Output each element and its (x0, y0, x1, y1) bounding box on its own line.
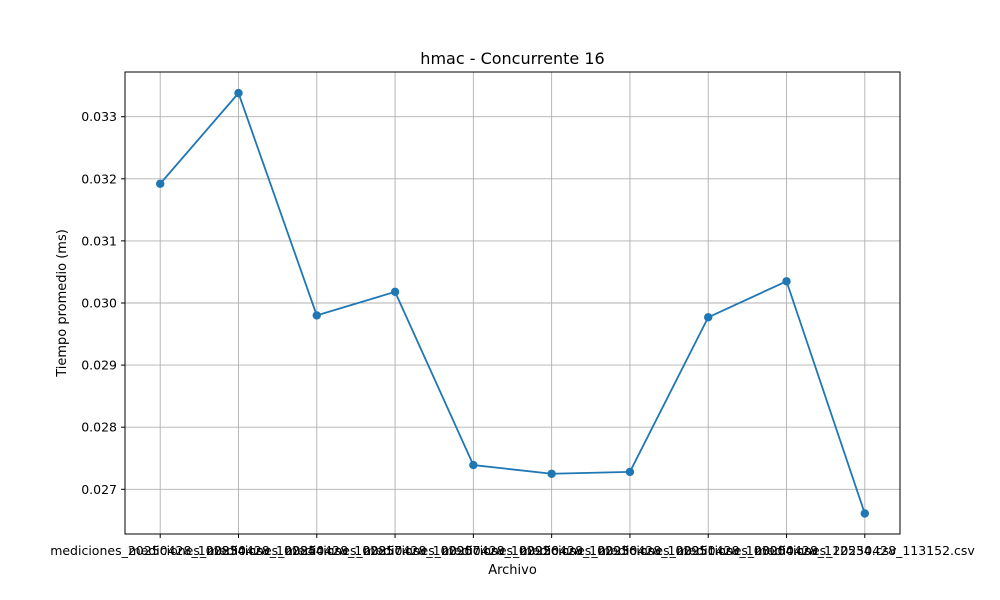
x-tick-label: mediciones_20250428_102857.csv (207, 543, 428, 558)
data-point (782, 277, 791, 286)
x-tick-label: mediciones_20250428_102834.csv (50, 543, 271, 558)
data-point (234, 88, 243, 98)
data-point (860, 509, 869, 518)
y-tick-label: 0.028 (81, 420, 117, 435)
x-tick-label: mediciones_20250428_113152.csv (755, 543, 976, 558)
x-tick-label: mediciones_20250428_102951.csv (520, 543, 741, 558)
data-point (156, 179, 165, 188)
x-tick-label: mediciones_20250428_102926.csv (363, 543, 584, 558)
x-axis-label: Archivo (488, 563, 537, 578)
x-tick-label: mediciones_20250428_103004.csv (598, 543, 819, 558)
y-tick-label: 0.032 (81, 171, 117, 186)
chart-title: hmac - Concurrente 16 (420, 49, 604, 68)
data-point (390, 287, 400, 297)
data-point (312, 311, 321, 320)
x-tick-label: mediciones_20250428_102844.csv (128, 543, 349, 558)
data-point (704, 313, 713, 322)
y-tick-label: 0.029 (81, 358, 117, 373)
data-point (547, 469, 556, 478)
x-tick-label: mediciones_20250428_102907.csv (285, 543, 506, 558)
y-tick-label: 0.031 (81, 233, 117, 248)
x-tick-label: mediciones_20250428_102936.csv (442, 543, 663, 558)
y-tick-label: 0.027 (81, 482, 117, 497)
data-point (469, 460, 478, 470)
series-line (159, 92, 866, 514)
y-tick-label: 0.030 (81, 296, 117, 311)
y-tick-label: 0.033 (81, 109, 117, 124)
x-tick-label: mediciones_20250428_112534.csv (677, 543, 898, 558)
data-point (625, 467, 635, 477)
y-axis-label: Tiempo promedio (ms) (55, 229, 70, 378)
